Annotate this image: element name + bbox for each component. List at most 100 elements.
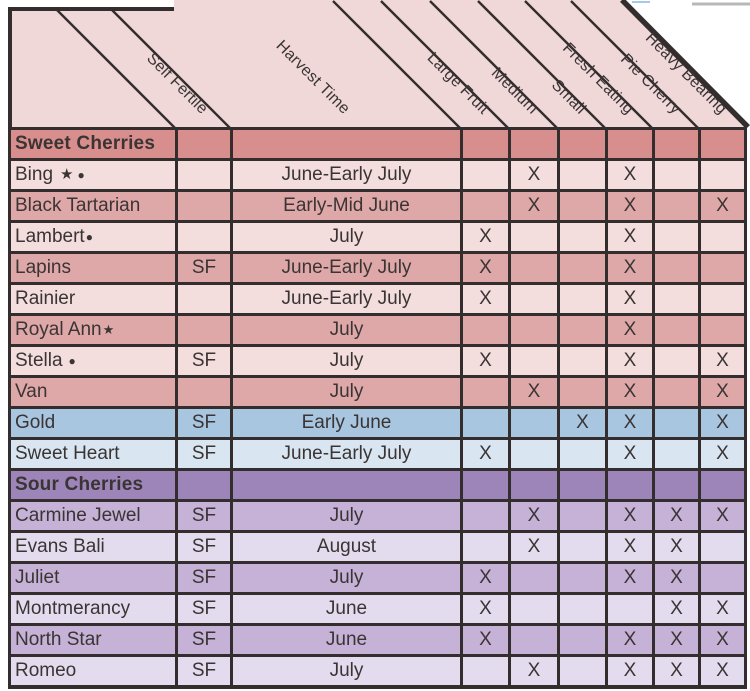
self-fertile-cell: SF xyxy=(178,657,230,685)
attribute-cell-fresh-eating: X xyxy=(608,533,652,561)
table-row-rainier: Rainier June-Early July X X xyxy=(11,285,744,313)
attribute-cell-medium xyxy=(511,440,557,468)
attribute-cell-pie-cherry: X xyxy=(655,533,698,561)
attribute-cell-large-fruit xyxy=(463,378,508,406)
attribute-cell-fresh-eating: X xyxy=(608,440,652,468)
variety-name: Montmerancy xyxy=(15,598,131,619)
attribute-cell-large-fruit xyxy=(463,533,508,561)
variety-name: North Star xyxy=(15,629,102,650)
attribute-cell-medium xyxy=(511,223,557,251)
attribute-cell-medium xyxy=(511,316,557,344)
attribute-cell-small xyxy=(560,316,605,344)
self-fertile-cell: SF xyxy=(178,440,230,468)
harvest-time-cell: July xyxy=(233,223,460,251)
variety-name: Gold xyxy=(15,412,56,433)
attribute-cell-medium: X xyxy=(511,657,557,685)
attribute-cell-heavy-bearing: X xyxy=(701,502,744,530)
attribute-cell-small xyxy=(560,533,605,561)
attribute-cell-small xyxy=(560,378,605,406)
attribute-cell-fresh-eating xyxy=(608,595,652,623)
attribute-cell-large-fruit xyxy=(463,409,508,437)
attribute-cell-heavy-bearing xyxy=(701,316,744,344)
attribute-cell-large-fruit: X xyxy=(463,223,508,251)
attribute-cell-heavy-bearing: X xyxy=(701,192,744,220)
table-row-evans-bali: Evans Bali SF August X X X xyxy=(11,533,744,561)
variety-name: Rainier xyxy=(15,288,76,309)
attribute-cell-small xyxy=(560,657,605,685)
attribute-cell-large-fruit: X xyxy=(463,595,508,623)
table-body: Sweet Cherries Bing ★ ● June-Early July X X Bla… xyxy=(8,127,747,689)
variety-name-cell: Stella ● xyxy=(11,347,175,375)
attribute-cell-fresh-eating: X xyxy=(608,254,652,282)
section-empty-cell xyxy=(608,471,652,499)
table-row-carmine-jewel: Carmine Jewel SF July X X X X xyxy=(11,502,744,530)
self-fertile-cell xyxy=(178,223,230,251)
section-empty-cell xyxy=(178,130,230,158)
section-empty-cell xyxy=(233,130,460,158)
attribute-cell-fresh-eating: X xyxy=(608,285,652,313)
attribute-cell-large-fruit xyxy=(463,316,508,344)
variety-name-cell: Gold xyxy=(11,409,175,437)
attribute-cell-small xyxy=(560,502,605,530)
section-empty-cell xyxy=(701,130,744,158)
variety-name: Lapins xyxy=(15,257,71,278)
variety-name: Black Tartarian xyxy=(15,195,141,216)
attribute-cell-heavy-bearing: X xyxy=(701,409,744,437)
attribute-cell-fresh-eating: X xyxy=(608,347,652,375)
attribute-cell-medium xyxy=(511,595,557,623)
section-title: Sweet Cherries xyxy=(11,130,175,158)
attribute-cell-small xyxy=(560,347,605,375)
section-empty-cell xyxy=(701,471,744,499)
header-diagonal-lines xyxy=(54,0,700,130)
harvest-time-cell: July xyxy=(233,564,460,592)
self-fertile-cell: SF xyxy=(178,595,230,623)
attribute-cell-pie-cherry xyxy=(655,440,698,468)
attribute-cell-pie-cherry xyxy=(655,378,698,406)
attribute-cell-small xyxy=(560,254,605,282)
harvest-time-cell: August xyxy=(233,533,460,561)
section-empty-cell xyxy=(608,130,652,158)
attribute-cell-fresh-eating: X xyxy=(608,564,652,592)
table-diagonal-border xyxy=(620,0,750,129)
attribute-cell-heavy-bearing xyxy=(701,161,744,189)
attribute-cell-large-fruit xyxy=(463,502,508,530)
table-row-bing: Bing ★ ● June-Early July X X xyxy=(11,161,744,189)
attribute-cell-heavy-bearing: X xyxy=(701,378,744,406)
section-empty-cell xyxy=(511,130,557,158)
variety-name-cell: Montmerancy xyxy=(11,595,175,623)
attribute-cell-fresh-eating: X xyxy=(608,223,652,251)
attribute-cell-heavy-bearing: X xyxy=(701,657,744,685)
variety-name: Van xyxy=(15,381,48,402)
section-header-row-sweet-cherries: Sweet Cherries xyxy=(11,130,744,158)
attribute-cell-heavy-bearing: X xyxy=(701,347,744,375)
self-fertile-cell: SF xyxy=(178,626,230,654)
attribute-cell-pie-cherry xyxy=(655,285,698,313)
variety-name: Romeo xyxy=(15,660,77,681)
table-row-north-star: North Star SF June X X X X xyxy=(11,626,744,654)
attribute-cell-small xyxy=(560,440,605,468)
variety-name-cell: Van xyxy=(11,378,175,406)
variety-name: Juliet xyxy=(15,567,60,588)
attribute-cell-heavy-bearing: X xyxy=(701,595,744,623)
variety-name-cell: Royal Ann ★ xyxy=(11,316,175,344)
self-fertile-cell xyxy=(178,161,230,189)
attribute-cell-large-fruit xyxy=(463,657,508,685)
attribute-cell-large-fruit: X xyxy=(463,285,508,313)
table-row-montmerancy: Montmerancy SF June X X X xyxy=(11,595,744,623)
attribute-cell-medium: X xyxy=(511,502,557,530)
section-header-row-sour-cherries: Sour Cherries xyxy=(11,471,744,499)
self-fertile-cell xyxy=(178,192,230,220)
harvest-time-cell: June xyxy=(233,595,460,623)
attribute-cell-medium xyxy=(511,254,557,282)
attribute-cell-small xyxy=(560,161,605,189)
attribute-cell-small xyxy=(560,192,605,220)
section-empty-cell xyxy=(178,471,230,499)
attribute-cell-large-fruit: X xyxy=(463,347,508,375)
attribute-cell-large-fruit: X xyxy=(463,254,508,282)
self-fertile-cell xyxy=(178,285,230,313)
variety-name: Bing xyxy=(15,164,54,185)
harvest-time-cell: June-Early July xyxy=(233,440,460,468)
variety-name-cell: Bing ★ ● xyxy=(11,161,175,189)
attribute-cell-medium xyxy=(511,285,557,313)
attribute-cell-medium xyxy=(511,626,557,654)
